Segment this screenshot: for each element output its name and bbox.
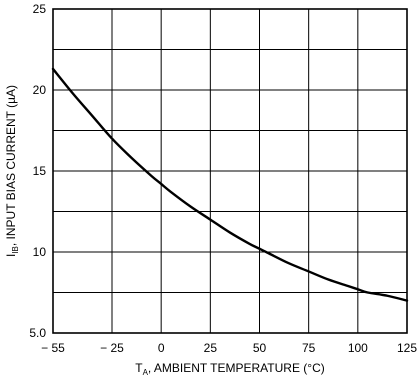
x-tick-label: 75	[302, 341, 316, 355]
x-tick-label: 50	[253, 341, 267, 355]
y-axis-label-subscript: IB	[11, 246, 20, 254]
tick-labels: − 55 − 25 0 25 50 75 100 125 5.0 10 15 20 25	[29, 2, 417, 355]
x-tick-label: − 25	[100, 341, 124, 355]
x-axis-label-subscript: A	[143, 368, 149, 377]
bias-current-curve	[51, 67, 409, 302]
x-tick-label: − 55	[41, 341, 65, 355]
x-tick-label: 0	[158, 341, 165, 355]
x-tick-label: 25	[204, 341, 218, 355]
x-axis-label-text: , AMBIENT TEMPERATURE (°C)	[148, 361, 325, 375]
x-axis-label: TA, AMBIENT TEMPERATURE (°C)	[135, 361, 325, 377]
grid	[52, 8, 408, 334]
y-tick-label: 5.0	[29, 326, 46, 340]
x-tick-label: 100	[348, 341, 368, 355]
x-tick-label: 125	[397, 341, 417, 355]
y-tick-label: 10	[33, 245, 47, 259]
y-tick-label: 20	[33, 83, 47, 97]
y-axis-label-text: , INPUT BIAS CURRENT (µA)	[4, 85, 18, 246]
x-axis-label-prefix: T	[135, 361, 143, 375]
y-axis-label: IIB, INPUT BIAS CURRENT (µA)	[4, 85, 20, 257]
y-tick-label: 15	[33, 164, 47, 178]
y-tick-label: 25	[33, 2, 47, 16]
data-series	[51, 67, 409, 302]
y-axis-label-prefix: I	[4, 254, 18, 257]
plot-frame	[52, 8, 408, 334]
